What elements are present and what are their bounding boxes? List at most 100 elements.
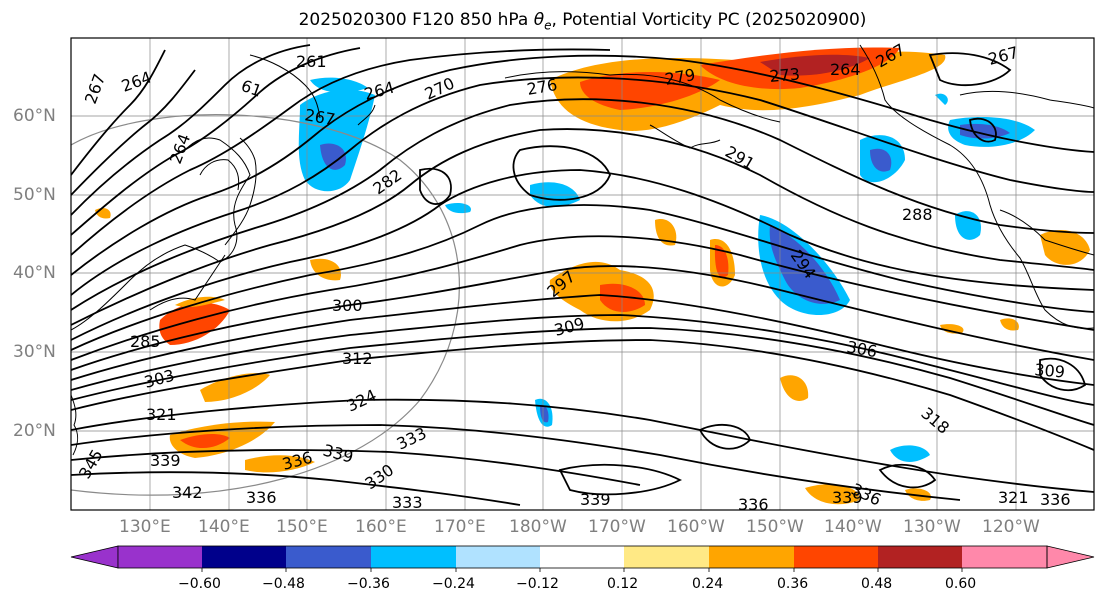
- contour-label: 261: [296, 52, 327, 71]
- theta-e-contours: [71, 44, 1094, 506]
- pv-positive-region: [1040, 230, 1090, 265]
- colorbar-segment: [962, 546, 1047, 568]
- pv-positive-region: [200, 373, 270, 402]
- range-ring: [71, 114, 460, 496]
- contour-label: 273: [769, 64, 801, 86]
- pv-positive-region: [780, 375, 809, 401]
- lon-tick-label: 160°W: [667, 517, 725, 537]
- colorbar-segment: [624, 546, 709, 568]
- pv-negative-region: [445, 202, 471, 214]
- pv-negative-region: [310, 77, 368, 93]
- pv-negative-region: [298, 89, 375, 192]
- contour-label: 339: [832, 488, 863, 507]
- pv-negative-region: [870, 148, 892, 172]
- colorbar-tick-label: 0.48: [861, 576, 893, 592]
- lat-tick-label: 20°N: [13, 421, 56, 441]
- contour-label: 309: [1034, 360, 1066, 382]
- title-prefix: 2025020300 F120 850 hPa: [298, 10, 534, 30]
- contour-label: 276: [525, 75, 558, 99]
- contour-label: 333: [394, 423, 430, 453]
- contour-label: 345: [75, 446, 107, 482]
- contour-label: 264: [830, 60, 861, 79]
- colorbar-tick-label: −0.24: [432, 576, 475, 592]
- colorbar-segment: [286, 546, 371, 568]
- contour-label: 264: [119, 67, 154, 95]
- pv-positive-region: [310, 258, 341, 281]
- colorbar-tick-label: 0.12: [607, 576, 639, 592]
- colorbar-tick-label: −0.36: [347, 576, 390, 592]
- pv-negative-region: [540, 404, 549, 423]
- colorbar-segment: [709, 546, 794, 568]
- pv-positive-region: [760, 54, 870, 76]
- lat-tick-label: 60°N: [13, 106, 56, 126]
- lon-tick-label: 170°W: [588, 517, 646, 537]
- colorbar-tick-label: −0.48: [262, 576, 305, 592]
- pv-negative-region: [955, 211, 981, 240]
- contour-label: 61: [239, 76, 265, 101]
- pv-negative-region: [769, 225, 840, 304]
- lat-tick-label: 40°N: [13, 263, 56, 283]
- contour-label: 264: [166, 131, 194, 166]
- contour-label: 333: [392, 493, 423, 512]
- colorbar-outline: [117, 545, 1048, 569]
- lon-tick-label: 150°W: [746, 517, 804, 537]
- contour-label: 264: [362, 78, 396, 104]
- colorbar-segment: [118, 546, 202, 568]
- lat-tick-label: 50°N: [13, 185, 56, 205]
- contour-label: 318: [917, 404, 953, 438]
- lon-tick-label: 140°E: [198, 517, 250, 537]
- lon-tick-label: 150°E: [276, 517, 328, 537]
- colorbar-extend-min: [70, 545, 119, 569]
- colorbar-segment: [878, 546, 962, 568]
- pv-positive-region: [714, 245, 729, 278]
- contour-label: 336: [738, 495, 769, 514]
- lon-tick-label: 180°W: [509, 517, 567, 537]
- colorbar-segment: [794, 546, 878, 568]
- pv-negative-region: [890, 445, 930, 462]
- title-suffix: , Potential Vorticity PC (2025020900): [551, 10, 867, 30]
- colorbar: [70, 545, 1095, 572]
- contour-labels: 261 264 267 61 264 267 270 276 279 273 2…: [75, 40, 1071, 514]
- contour-label: 339: [321, 441, 355, 467]
- contour-label: 336: [246, 488, 277, 507]
- contour-label: 342: [172, 483, 203, 502]
- contour-label: 324: [344, 385, 380, 415]
- contour-label: 330: [361, 460, 397, 493]
- pv-positive-region: [940, 324, 964, 334]
- contour-label: 339: [580, 490, 611, 509]
- contour-label: 267: [986, 43, 1020, 69]
- colorbar-tick-label: −0.12: [516, 576, 559, 592]
- pv-negative-region: [320, 143, 346, 170]
- colorbar-segment: [456, 546, 540, 568]
- pv-positive-region: [159, 302, 230, 345]
- colorbar-segment: [540, 546, 624, 568]
- lon-tick-label: 160°E: [355, 517, 407, 537]
- chart-title: 2025020300 F120 850 hPa θe, Potential Vo…: [0, 10, 1105, 32]
- contour-label: 270: [422, 73, 458, 103]
- contour-label: 267: [81, 71, 109, 106]
- pv-negative-region: [530, 182, 580, 207]
- contour-label: 306: [845, 337, 878, 361]
- lon-tick-label: 130°W: [903, 517, 961, 537]
- pv-positive-region: [600, 283, 645, 312]
- pv-positive-region: [245, 455, 315, 473]
- lon-tick-label: 140°W: [824, 517, 882, 537]
- pv-positive-region: [655, 219, 677, 246]
- colorbar-tick-label: 0.24: [692, 576, 724, 592]
- colorbar-extend-max: [1046, 545, 1095, 569]
- pv-positive-region: [180, 434, 230, 449]
- lat-tick-label: 30°N: [13, 342, 56, 362]
- contour-label: 339: [150, 451, 181, 470]
- title-theta: θ: [533, 10, 545, 30]
- contour-label: 336: [1040, 490, 1071, 509]
- colorbar-tick-label: −0.60: [178, 576, 221, 592]
- contour-label: 288: [902, 205, 933, 224]
- pv-negative-region: [935, 93, 948, 105]
- contour-label: 291: [722, 142, 758, 174]
- contour-label: 312: [342, 349, 373, 368]
- pv-shading-layer: [95, 47, 1090, 505]
- lon-tick-label: 120°W: [982, 517, 1040, 537]
- contour-label: 321: [146, 405, 177, 424]
- colorbar-tick-label: 0.36: [777, 576, 809, 592]
